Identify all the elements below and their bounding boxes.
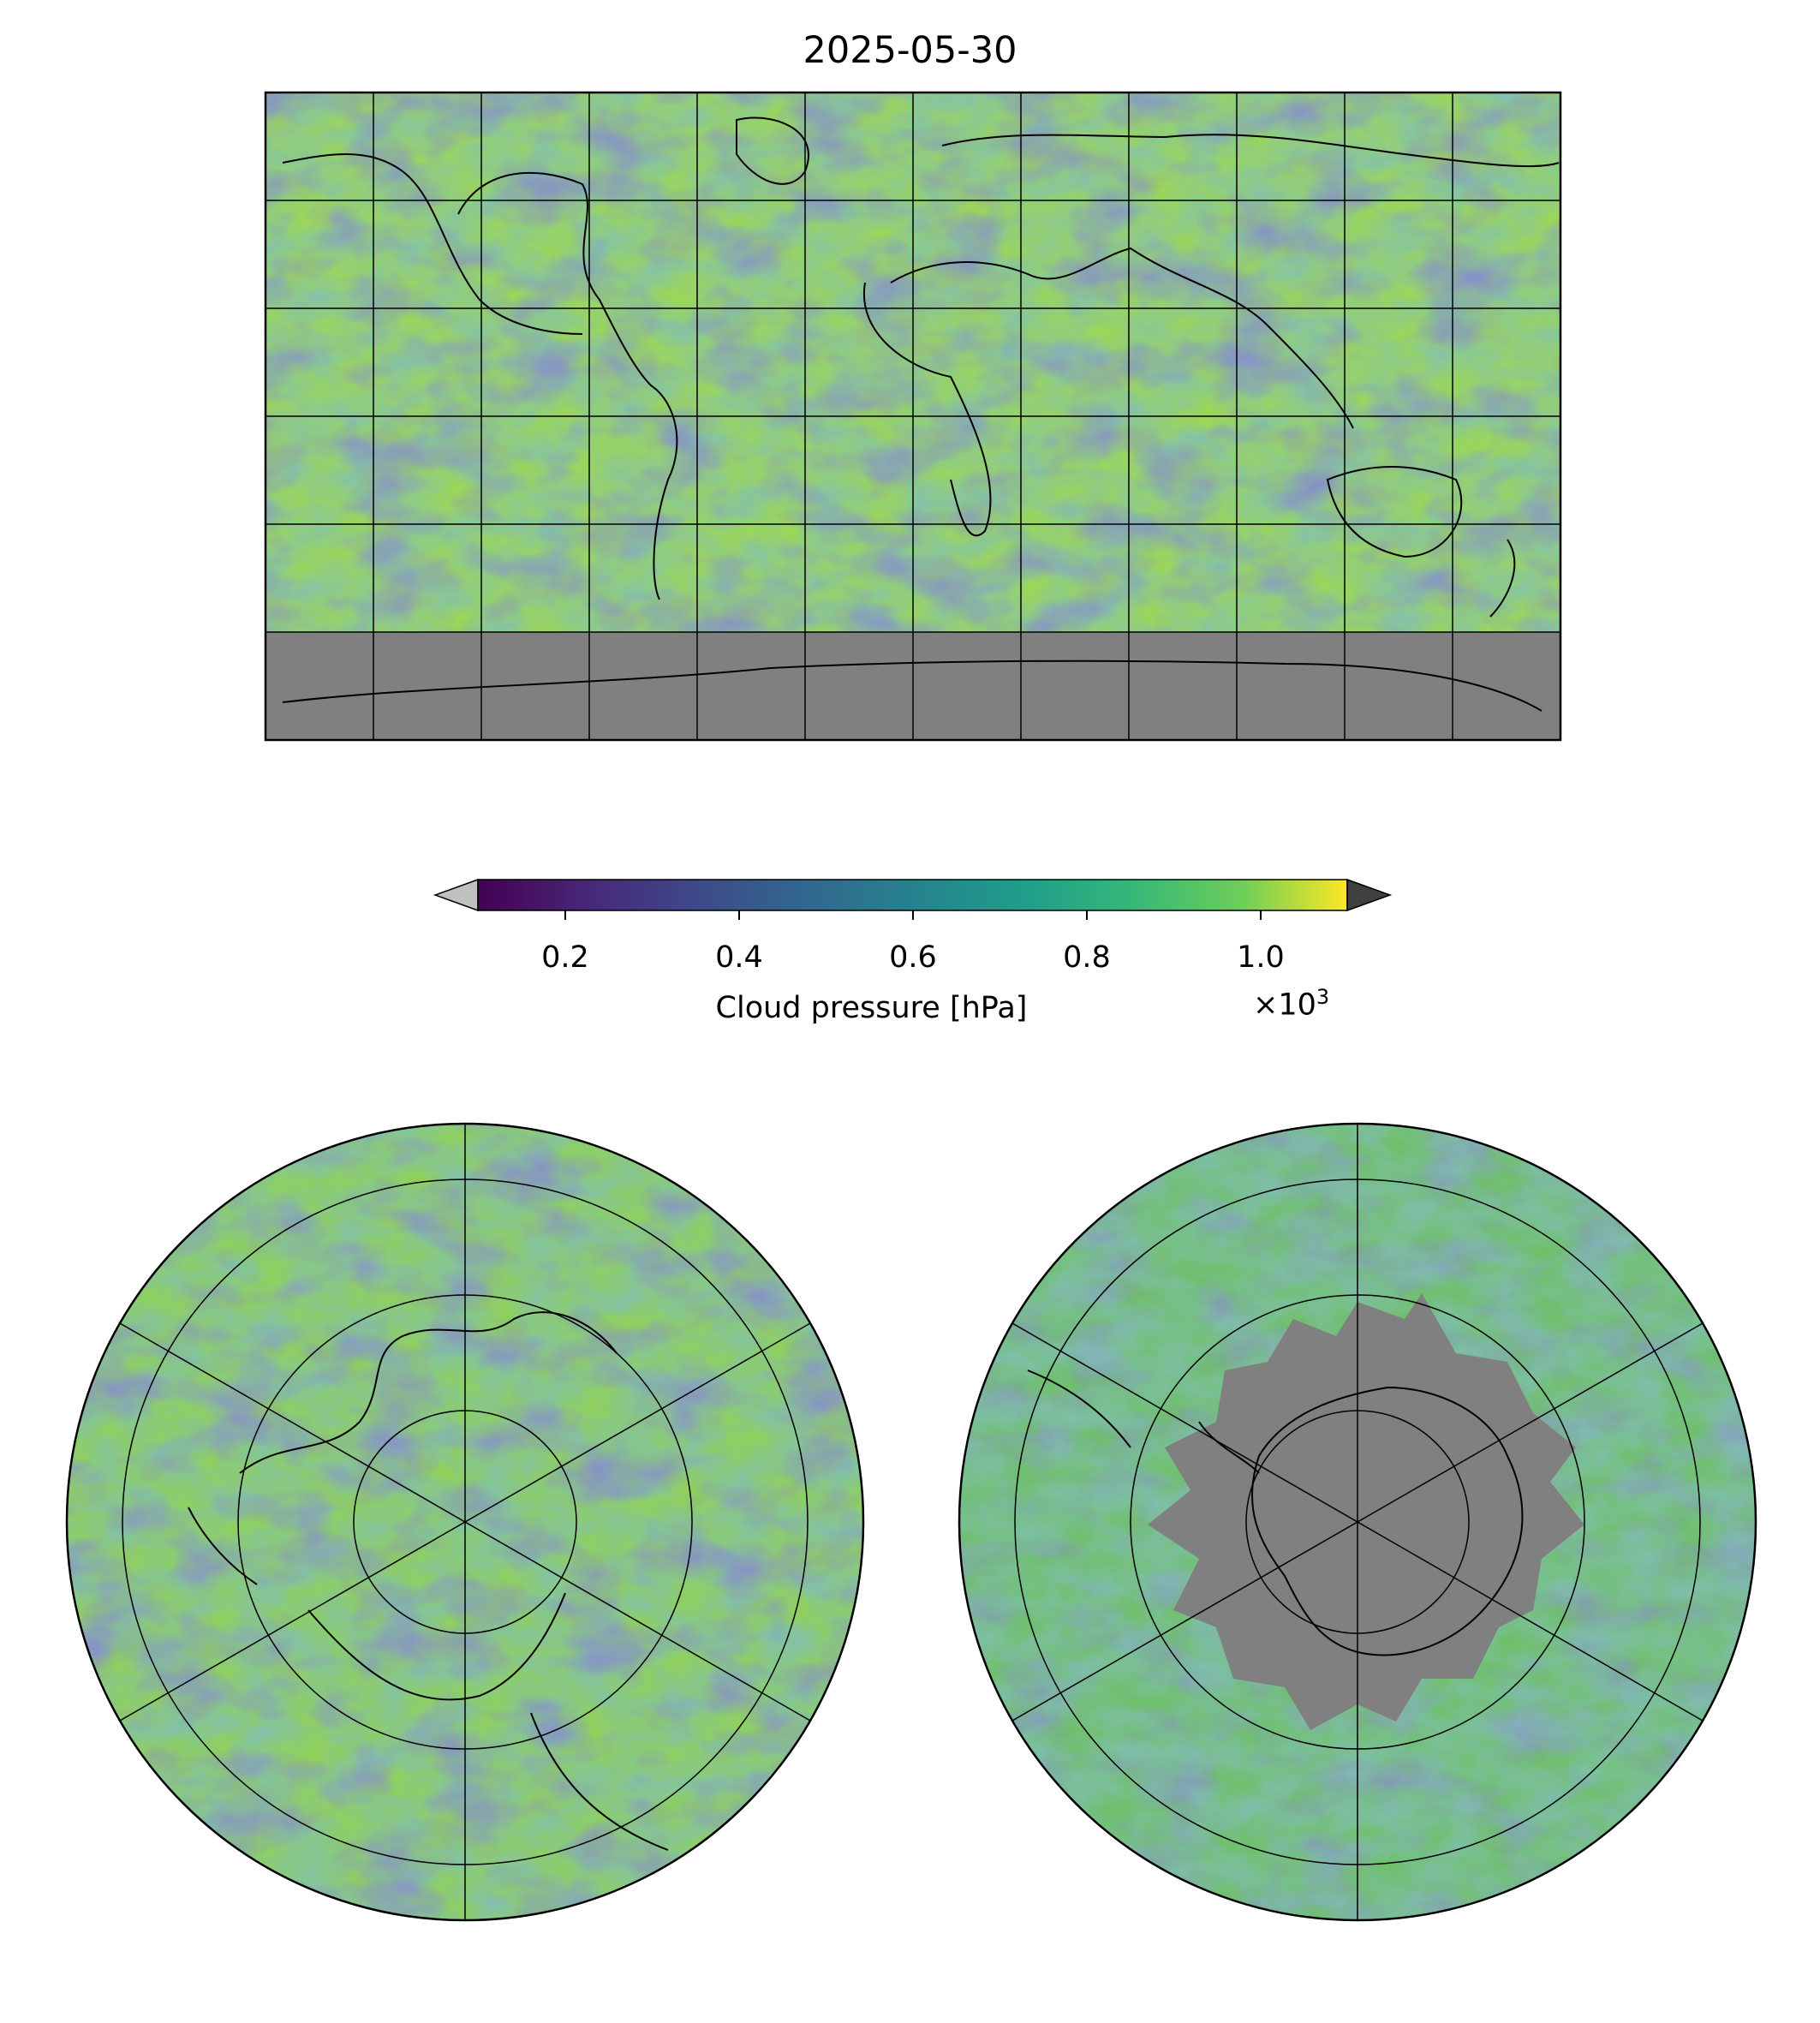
colorbar-ticks bbox=[564, 910, 1262, 920]
south-coastlines bbox=[1027, 1370, 1524, 1656]
colorbar-multiplier: ×103 bbox=[1253, 985, 1330, 1023]
colorbar-tick-label: 0.6 bbox=[889, 940, 937, 975]
north-polar-frame bbox=[65, 1122, 865, 1922]
global-gridlines bbox=[266, 92, 1560, 740]
no-data-region bbox=[1148, 1293, 1584, 1730]
colorbar-tick-label: 0.4 bbox=[715, 940, 763, 975]
south-gridlines bbox=[1011, 1124, 1704, 1920]
colorbar-under-extension bbox=[433, 878, 479, 912]
colorbar-gradient bbox=[477, 879, 1348, 911]
colorbar-label: Cloud pressure [hPa] bbox=[715, 991, 1028, 1025]
global-map bbox=[266, 92, 1560, 740]
global-map-frame bbox=[264, 91, 1562, 742]
colorbar-tick-label: 0.2 bbox=[541, 940, 589, 975]
north-gridlines bbox=[119, 1124, 811, 1920]
colorbar bbox=[433, 878, 1393, 920]
north-coastlines bbox=[188, 1311, 669, 1851]
south-polar-frame bbox=[958, 1122, 1757, 1922]
colorbar-over-extension bbox=[1346, 878, 1393, 912]
figure-title: 2025-05-30 bbox=[803, 29, 1017, 72]
south-polar-map bbox=[958, 1122, 1757, 1922]
colorbar-tick-label: 1.0 bbox=[1237, 940, 1285, 975]
north-polar-map bbox=[65, 1122, 865, 1922]
colorbar-tick-label: 0.8 bbox=[1063, 940, 1111, 975]
